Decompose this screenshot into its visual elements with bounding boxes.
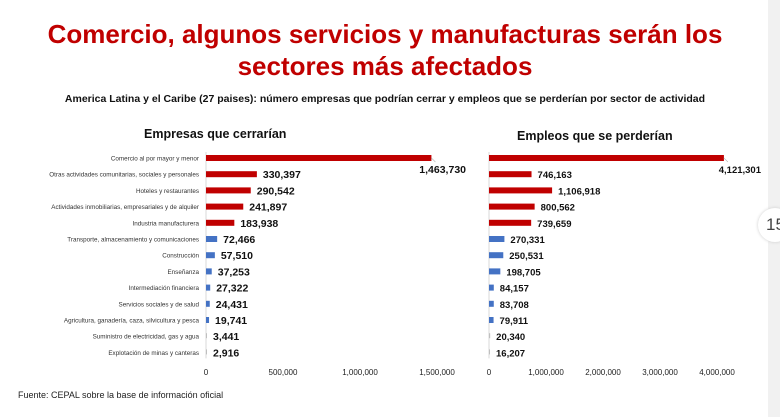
slide-title: Comercio, algunos servicios y manufactur… [0, 18, 770, 82]
data-label: 800,562 [541, 203, 575, 214]
title-line-2: sectores más afectados [237, 51, 533, 81]
label-leader [431, 157, 436, 163]
data-label: 241,897 [249, 202, 287, 214]
bar [489, 219, 532, 226]
data-label: 24,431 [216, 299, 248, 311]
category-label: Suministro de electricidad, gas y agua [93, 334, 200, 341]
chart-title-empresas: Empresas que cerrarían [144, 127, 287, 141]
title-line-1: Comercio, algunos servicios y manufactur… [47, 19, 723, 49]
data-label: 72,466 [223, 234, 255, 246]
category-label: Comercio al por mayor y menor [111, 156, 199, 163]
category-label: Otras actividades comunitarias, sociales… [49, 172, 199, 179]
x-tick-label: 4,000,000 [699, 368, 735, 377]
bar [206, 300, 210, 307]
bar [206, 268, 212, 275]
bar [206, 187, 251, 194]
bar [206, 349, 207, 355]
data-label: 739,659 [537, 219, 571, 230]
data-label: 250,531 [509, 251, 544, 262]
slide-subtitle: America Latina y el Caribe (27 paises): … [64, 93, 706, 105]
data-label: 27,322 [216, 283, 248, 295]
bar [489, 284, 494, 291]
bar [489, 155, 724, 161]
x-tick-label: 0 [204, 368, 209, 377]
data-label: 84,157 [500, 284, 529, 295]
bar [206, 333, 207, 339]
category-label: Transporte, almacenamiento y comunicacio… [67, 237, 199, 244]
label-leader [723, 157, 729, 163]
data-label: 1,106,918 [558, 186, 600, 197]
data-label: 2,916 [213, 347, 239, 359]
bar [489, 349, 490, 355]
bar [489, 203, 535, 210]
category-label: Industria manufacturera [132, 220, 199, 227]
bar [206, 155, 432, 161]
bar [206, 284, 211, 291]
data-label: 270,331 [510, 235, 545, 246]
category-label: Explotación de minas y canteras [108, 350, 199, 357]
x-tick-label: 0 [487, 368, 492, 377]
chart-title-empleos: Empleos que se perderían [517, 129, 673, 143]
bar [489, 300, 494, 307]
data-label: 20,340 [496, 332, 525, 343]
bar [206, 219, 235, 226]
bar [489, 333, 491, 339]
category-label: Enseñanza [167, 269, 199, 276]
category-label: Agricultura, ganadería, caza, silvicultu… [64, 318, 200, 325]
bar [489, 268, 501, 275]
bar [206, 203, 244, 210]
data-label: 16,207 [496, 348, 525, 359]
data-label: 83,708 [500, 300, 529, 311]
data-label: 746,163 [538, 170, 572, 181]
category-label: Actividades inmobiliarias, empresariales… [51, 204, 199, 211]
data-label: 183,938 [240, 218, 278, 230]
data-label: 79,911 [500, 316, 529, 327]
bar [206, 252, 215, 259]
x-tick-label: 2,000,000 [585, 368, 621, 377]
data-label: 4,121,301 [719, 165, 762, 176]
category-label: Intermediación financiera [129, 285, 200, 292]
bar [206, 317, 210, 323]
data-label: 1,463,730 [419, 164, 466, 176]
data-label: 198,705 [506, 267, 541, 278]
data-label: 330,397 [263, 169, 301, 181]
bar [206, 236, 218, 242]
x-tick-label: 500,000 [269, 368, 298, 377]
bar [489, 187, 553, 194]
category-label: Construcción [162, 253, 199, 260]
x-tick-label: 1,000,000 [342, 368, 378, 377]
x-tick-label: 1,500,000 [419, 368, 455, 377]
data-label: 57,510 [221, 250, 253, 262]
category-label: Servicios sociales y de salud [119, 301, 200, 308]
page-number-badge: 15 [758, 208, 780, 242]
data-label: 37,253 [218, 266, 250, 278]
bar [489, 317, 494, 323]
category-label: Hoteles y restaurantes [136, 188, 199, 195]
data-label: 290,542 [257, 185, 295, 197]
data-label: 19,741 [215, 315, 247, 327]
data-label: 3,441 [213, 331, 239, 343]
x-tick-label: 3,000,000 [642, 368, 678, 377]
bar [489, 171, 532, 178]
source-note: Fuente: CEPAL sobre la base de informaci… [18, 390, 224, 400]
bar [489, 236, 505, 242]
bar [489, 252, 504, 259]
bar [206, 171, 257, 178]
x-tick-label: 1,000,000 [528, 368, 564, 377]
